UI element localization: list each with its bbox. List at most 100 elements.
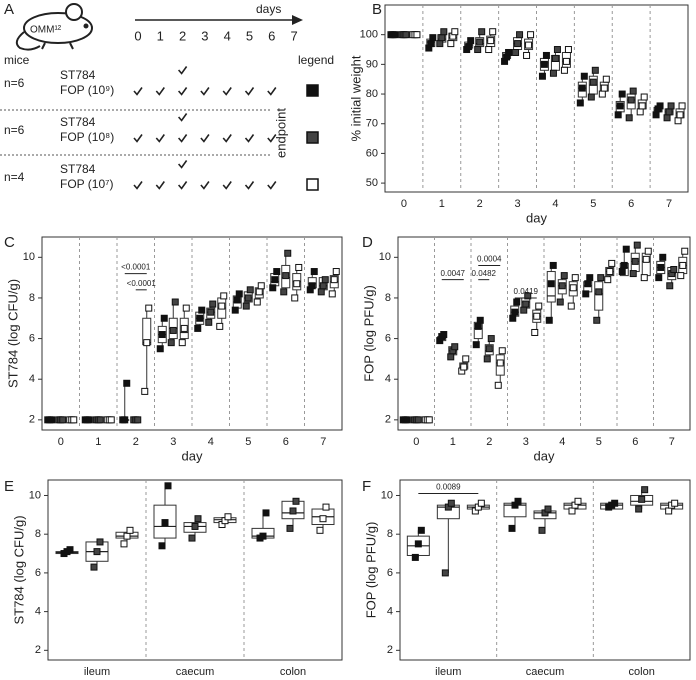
data-point bbox=[158, 542, 166, 550]
data-point bbox=[562, 57, 570, 65]
data-point bbox=[576, 99, 584, 107]
check-icon bbox=[267, 181, 277, 190]
plot-frame bbox=[47, 479, 343, 661]
p-value: 0.0482 bbox=[472, 269, 497, 278]
p-value: 0.0419 bbox=[514, 287, 539, 296]
x-tick-label: 3 bbox=[515, 198, 521, 210]
check-icon bbox=[267, 87, 277, 96]
data-point bbox=[520, 306, 528, 314]
data-point bbox=[677, 272, 685, 280]
data-point bbox=[440, 331, 448, 339]
data-point bbox=[568, 507, 576, 515]
check-icon bbox=[200, 181, 210, 190]
data-point bbox=[269, 284, 277, 292]
y-tick-label: 10 bbox=[23, 251, 35, 263]
data-point bbox=[542, 51, 550, 59]
x-tick-label: 6 bbox=[283, 436, 289, 448]
data-point bbox=[551, 54, 559, 62]
data-point bbox=[655, 274, 663, 282]
check-icon bbox=[133, 181, 143, 190]
data-point bbox=[235, 290, 243, 298]
data-point bbox=[553, 46, 561, 54]
data-point bbox=[188, 534, 196, 542]
data-point bbox=[487, 37, 495, 45]
x-tick-label: colon bbox=[280, 666, 306, 678]
panel-letter: E bbox=[4, 478, 14, 495]
data-point bbox=[512, 48, 520, 56]
group-size: n=6 bbox=[4, 76, 25, 90]
check-icon bbox=[155, 134, 165, 143]
data-point bbox=[582, 290, 590, 298]
data-point bbox=[474, 322, 482, 330]
y-tick-label: 4 bbox=[387, 606, 393, 618]
data-point bbox=[194, 324, 202, 332]
data-point bbox=[591, 66, 599, 74]
data-point bbox=[321, 276, 329, 284]
data-point bbox=[656, 102, 664, 110]
y-tick-label: 4 bbox=[29, 373, 35, 385]
data-point bbox=[465, 43, 473, 51]
data-point bbox=[636, 108, 644, 116]
data-point bbox=[535, 302, 543, 310]
data-point bbox=[262, 509, 270, 517]
x-axis-label: day bbox=[534, 448, 555, 463]
data-point bbox=[436, 40, 444, 48]
x-tick-label: 5 bbox=[245, 436, 251, 448]
y-tick-label: 90 bbox=[366, 58, 378, 70]
data-point bbox=[602, 75, 610, 83]
x-tick-label: 7 bbox=[666, 198, 672, 210]
y-axis-label: FOP (log PFU/g) bbox=[363, 522, 378, 619]
y-tick-label: 2 bbox=[35, 644, 41, 656]
data-point bbox=[414, 540, 422, 548]
data-point bbox=[107, 416, 115, 424]
data-point bbox=[196, 314, 204, 322]
box bbox=[594, 281, 604, 311]
y-tick-label: 6 bbox=[35, 567, 41, 579]
y-tick-label: 4 bbox=[35, 606, 41, 618]
check-icon bbox=[200, 134, 210, 143]
data-point bbox=[182, 304, 190, 312]
data-point bbox=[90, 563, 98, 571]
data-point bbox=[289, 507, 297, 515]
data-point bbox=[322, 503, 330, 511]
data-point bbox=[659, 253, 667, 261]
p-value: 0.0004 bbox=[477, 255, 502, 264]
check-icon bbox=[177, 66, 188, 75]
data-point bbox=[665, 108, 673, 116]
x-tick-label: caecum bbox=[176, 666, 215, 678]
legend-swatch bbox=[306, 84, 319, 97]
data-point bbox=[635, 505, 643, 513]
data-point bbox=[665, 507, 673, 515]
data-point bbox=[403, 416, 411, 424]
mice-label: mice bbox=[4, 53, 30, 67]
data-point bbox=[141, 387, 149, 395]
data-point bbox=[487, 335, 495, 343]
y-tick-label: 80 bbox=[366, 88, 378, 100]
data-point bbox=[533, 312, 541, 320]
data-point bbox=[489, 28, 497, 36]
check-icon bbox=[244, 134, 255, 143]
data-point bbox=[308, 282, 316, 290]
data-point bbox=[560, 66, 568, 74]
data-point bbox=[96, 416, 104, 424]
data-point bbox=[511, 308, 519, 316]
check-icon bbox=[244, 181, 255, 190]
data-point bbox=[567, 302, 575, 310]
endpoint-label: endpoint bbox=[273, 108, 288, 158]
data-point bbox=[476, 38, 484, 46]
panel-letter: A bbox=[4, 1, 14, 18]
y-tick-label: 10 bbox=[29, 489, 41, 501]
day-number: 4 bbox=[224, 28, 231, 43]
data-point bbox=[143, 339, 151, 347]
data-point bbox=[477, 499, 485, 507]
strain-label: ST784 bbox=[60, 162, 96, 176]
data-point bbox=[467, 37, 475, 45]
data-point bbox=[569, 284, 577, 292]
data-point bbox=[549, 261, 557, 269]
data-point bbox=[478, 28, 486, 36]
data-point bbox=[180, 324, 188, 332]
data-point bbox=[593, 316, 601, 324]
x-tick-label: 4 bbox=[559, 436, 565, 448]
group-size: n=4 bbox=[4, 170, 25, 184]
